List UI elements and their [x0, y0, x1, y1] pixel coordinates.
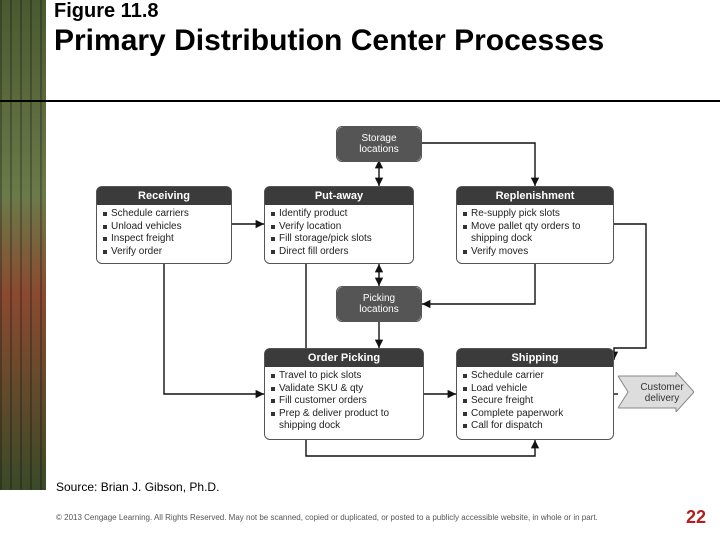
node-picking: Picking locations	[336, 286, 422, 322]
flowchart: Storage locations Receiving Schedule carri…	[56, 108, 696, 468]
chevron-customer-delivery: Customer delivery	[618, 372, 694, 412]
figure-label: Figure 11.8	[54, 0, 710, 23]
node-item: Re-supply pick slots	[463, 208, 607, 221]
node-item: Verify moves	[463, 246, 607, 259]
header: Figure 11.8 Primary Distribution Center …	[54, 0, 710, 57]
page-title: Primary Distribution Center Processes	[54, 25, 710, 57]
node-receiving: Receiving Schedule carriersUnload vehicle…	[96, 186, 232, 264]
edge-replen-picking	[422, 264, 535, 304]
copyright-line: © 2013 Cengage Learning. All Rights Rese…	[56, 513, 616, 522]
node-items: Identify productVerify locationFill stor…	[271, 208, 407, 258]
node-items: Schedule carriersUnload vehiclesInspect …	[103, 208, 225, 258]
node-label: Picking locations	[337, 287, 421, 321]
node-shipping: Shipping Schedule carrierLoad vehicleSecu…	[456, 348, 614, 440]
node-item: Fill customer orders	[271, 395, 417, 408]
node-item: Schedule carriers	[103, 208, 225, 221]
node-storage: Storage locations	[336, 126, 422, 162]
node-item: Validate SKU & qty	[271, 383, 417, 396]
source-line: Source: Brian J. Gibson, Ph.D.	[56, 480, 219, 494]
chevron-label: Customer delivery	[632, 382, 692, 404]
edge-replen-shipping	[614, 224, 646, 360]
node-item: Complete paperwork	[463, 408, 607, 421]
node-header: Put-away	[265, 187, 413, 205]
page-number: 22	[686, 507, 706, 528]
side-image-strip	[0, 0, 46, 490]
node-item: Inspect freight	[103, 233, 225, 246]
node-item: Identify product	[271, 208, 407, 221]
node-items: Re-supply pick slotsMove pallet qty orde…	[463, 208, 607, 258]
node-item: Travel to pick slots	[271, 370, 417, 383]
node-item: Schedule carrier	[463, 370, 607, 383]
node-item: Prep & deliver product to shipping dock	[271, 408, 417, 433]
node-header: Shipping	[457, 349, 613, 367]
node-item: Load vehicle	[463, 383, 607, 396]
node-item: Verify order	[103, 246, 225, 259]
node-item: Call for dispatch	[463, 420, 607, 433]
edge-receiving-order	[164, 264, 264, 394]
node-item: Unload vehicles	[103, 221, 225, 234]
node-items: Travel to pick slotsValidate SKU & qtyFi…	[271, 370, 417, 433]
node-item: Fill storage/pick slots	[271, 233, 407, 246]
edge-storage-replen	[422, 143, 535, 186]
node-item: Secure freight	[463, 395, 607, 408]
node-header: Order Picking	[265, 349, 423, 367]
node-header: Receiving	[97, 187, 231, 205]
title-underline	[0, 100, 720, 102]
node-putaway: Put-away Identify productVerify locationF…	[264, 186, 414, 264]
node-header: Replenishment	[457, 187, 613, 205]
node-item: Direct fill orders	[271, 246, 407, 259]
node-label: Storage locations	[337, 127, 421, 161]
node-item: Move pallet qty orders to shipping dock	[463, 221, 607, 246]
node-replen: Replenishment Re-supply pick slotsMove pa…	[456, 186, 614, 264]
node-items: Schedule carrierLoad vehicleSecure freig…	[463, 370, 607, 433]
node-order: Order Picking Travel to pick slotsValidat…	[264, 348, 424, 440]
node-item: Verify location	[271, 221, 407, 234]
slide: Figure 11.8 Primary Distribution Center …	[0, 0, 720, 540]
